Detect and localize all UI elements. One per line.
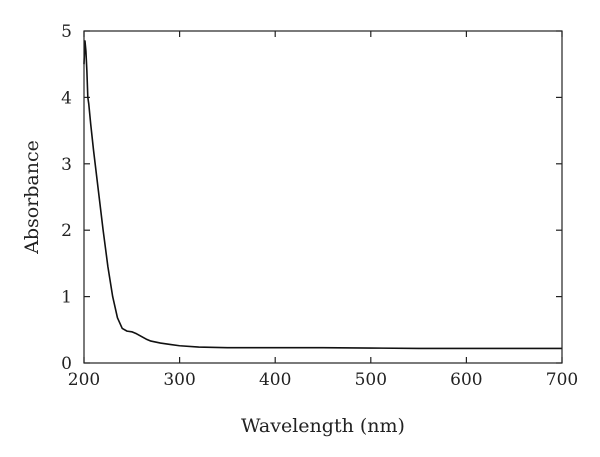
x-tick-label: 300 bbox=[163, 370, 195, 390]
x-tick-label: 400 bbox=[259, 370, 291, 390]
x-axis-title: Wavelength (nm) bbox=[241, 415, 405, 437]
y-tick-label: 2 bbox=[61, 221, 72, 241]
y-tick-label: 5 bbox=[61, 22, 72, 42]
x-tick-label: 600 bbox=[450, 370, 482, 390]
x-tick-label: 500 bbox=[355, 370, 387, 390]
x-tick-label: 200 bbox=[68, 370, 100, 390]
plot-frame bbox=[83, 30, 563, 364]
y-axis-title: Absorbance bbox=[21, 140, 43, 255]
tick-labels: 200 300 400 500 600 700 0 1 2 3 4 5 bbox=[61, 22, 578, 390]
x-tick-label: 700 bbox=[546, 370, 578, 390]
y-tick-label: 0 bbox=[61, 354, 72, 374]
y-tick-label: 4 bbox=[61, 88, 72, 108]
y-tick-label: 1 bbox=[61, 288, 72, 308]
y-tick-label: 3 bbox=[61, 155, 72, 175]
axis-ticks bbox=[83, 30, 563, 364]
series-line bbox=[83, 40, 562, 350]
